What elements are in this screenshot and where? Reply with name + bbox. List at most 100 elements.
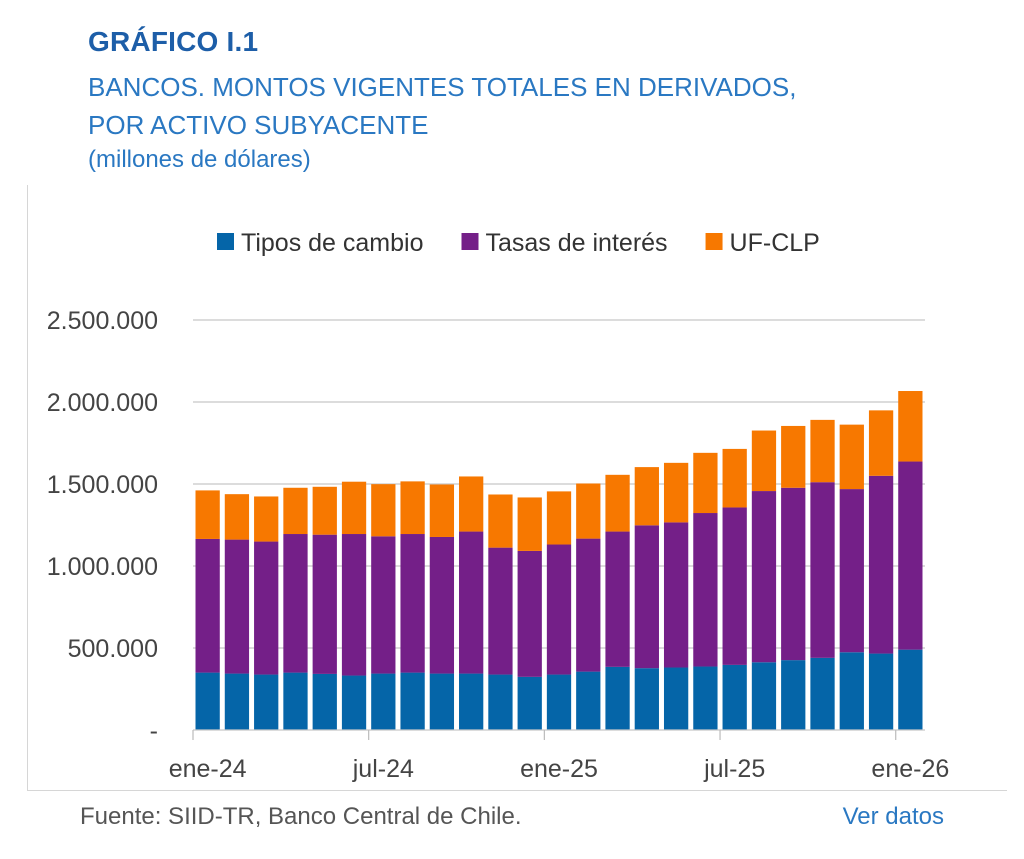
bar-segment-tipos-de-cambio (839, 652, 864, 730)
bar-segment-tasas-de-interes (810, 482, 835, 658)
bar-segment-tipos-de-cambio (722, 664, 747, 730)
bar-segment-tasas-de-interes (546, 544, 572, 675)
bar-segment-uf-clp (663, 462, 689, 523)
chart-subtitle: BANCOS. MONTOS VIGENTES TOTALES EN DERIV… (88, 68, 796, 144)
bar-segment-tasas-de-interes (195, 538, 220, 673)
bar-segment-tipos-de-cambio (693, 666, 718, 730)
bar-segment-tasas-de-interes (898, 461, 923, 650)
bar-segment-uf-clp (634, 467, 659, 526)
bar-segment-uf-clp (693, 452, 718, 514)
frame-border-left (27, 185, 28, 790)
bar-segment-tipos-de-cambio (634, 668, 659, 730)
bar-segment-tipos-de-cambio (371, 673, 396, 730)
x-tick-label: ene-26 (871, 755, 949, 783)
bar-segment-uf-clp (459, 476, 484, 532)
bar-segment-tasas-de-interes (576, 538, 601, 672)
bar-segment-tipos-de-cambio (576, 671, 601, 730)
bar-segment-tipos-de-cambio (341, 675, 367, 730)
bar-segment-tipos-de-cambio (868, 653, 894, 730)
y-tick-label: 1.000.000 (47, 553, 158, 581)
bar-segment-tasas-de-interes (312, 534, 337, 674)
bar-segment-tipos-de-cambio (224, 673, 250, 730)
bar-segment-tipos-de-cambio (254, 674, 279, 730)
bar-segment-tasas-de-interes (781, 487, 806, 661)
x-tick-label: jul-24 (352, 755, 414, 783)
y-tick-label: 500.000 (68, 635, 158, 663)
bar-segment-uf-clp (546, 491, 572, 545)
bar-segment-uf-clp (839, 424, 864, 490)
chart-units: (millones de dólares) (88, 146, 311, 173)
subtitle-line-1: BANCOS. MONTOS VIGENTES TOTALES EN DERIV… (88, 72, 797, 102)
y-tick-label: 1.500.000 (47, 471, 158, 499)
bar-segment-tipos-de-cambio (429, 673, 455, 730)
x-tick-label: ene-24 (169, 755, 247, 783)
bar-segment-tipos-de-cambio (781, 660, 806, 730)
y-tick-label: 2.500.000 (47, 307, 158, 335)
bar-segment-uf-clp (751, 430, 777, 492)
bar-segment-tasas-de-interes (371, 536, 396, 674)
bar-segment-uf-clp (810, 419, 835, 483)
bar-segment-uf-clp (488, 494, 513, 548)
bar-segment-tasas-de-interes (224, 539, 250, 674)
bar-segment-tasas-de-interes (254, 541, 279, 675)
bar-segment-tipos-de-cambio (898, 649, 923, 730)
chart-title: GRÁFICO I.1 (88, 26, 259, 57)
bar-segment-tipos-de-cambio (283, 672, 308, 730)
bar-segment-uf-clp (722, 448, 747, 508)
bar-segment-tipos-de-cambio (488, 674, 513, 730)
bar-segment-tasas-de-interes (459, 531, 484, 674)
y-tick-label: - (150, 717, 158, 745)
legend-swatch (705, 233, 723, 250)
view-data-link[interactable]: Ver datos (842, 803, 944, 830)
bar-segment-uf-clp (254, 496, 279, 542)
bar-segment-tasas-de-interes (341, 534, 367, 676)
bar-segment-uf-clp (195, 490, 220, 539)
bar-segment-uf-clp (605, 474, 630, 532)
x-tick-label: ene-25 (520, 755, 598, 783)
source-note: Fuente: SIID-TR, Banco Central de Chile. (80, 803, 522, 830)
y-tick-label: 2.000.000 (47, 389, 158, 417)
legend-label: Tasas de interés (486, 229, 668, 257)
legend-label: Tipos de cambio (241, 229, 424, 257)
subtitle-line-2: POR ACTIVO SUBYACENTE (88, 110, 429, 140)
bar-segment-uf-clp (371, 484, 396, 537)
bar-segment-uf-clp (224, 494, 250, 540)
bar-segment-uf-clp (517, 497, 542, 551)
bar-segment-tasas-de-interes (488, 547, 513, 675)
x-tick-label: jul-25 (703, 755, 765, 783)
bar-segment-tasas-de-interes (722, 507, 747, 665)
bar-segment-tipos-de-cambio (195, 672, 220, 730)
bar-segment-uf-clp (868, 410, 894, 476)
bar-segment-tipos-de-cambio (663, 667, 689, 730)
bar-segment-tipos-de-cambio (400, 672, 425, 730)
legend-swatch (217, 233, 234, 250)
legend-label: UF-CLP (730, 229, 820, 257)
bar-segment-uf-clp (283, 487, 308, 535)
bar-segment-uf-clp (781, 425, 806, 488)
bar-segment-tasas-de-interes (605, 531, 630, 667)
frame-border-bottom (27, 790, 1007, 791)
bar-segment-tasas-de-interes (693, 513, 718, 667)
bar-segment-tasas-de-interes (634, 525, 659, 669)
bar-segment-tipos-de-cambio (605, 666, 630, 730)
bar-segment-tipos-de-cambio (751, 662, 777, 730)
bar-segment-tasas-de-interes (868, 475, 894, 654)
bar-segment-uf-clp (429, 484, 455, 537)
bar-segment-tasas-de-interes (839, 489, 864, 653)
bar-segment-tipos-de-cambio (810, 657, 835, 730)
bar-segment-uf-clp (341, 481, 367, 535)
bar-segment-tipos-de-cambio (517, 676, 542, 730)
bar-segment-uf-clp (898, 391, 923, 462)
bar-segment-tasas-de-interes (429, 536, 455, 674)
bar-segment-tasas-de-interes (751, 491, 777, 663)
legend-swatch (461, 233, 479, 250)
bar-segment-uf-clp (576, 483, 601, 539)
bar-segment-uf-clp (400, 481, 425, 535)
bar-segment-tasas-de-interes (400, 534, 425, 673)
bar-segment-tipos-de-cambio (459, 673, 484, 730)
bar-segment-tasas-de-interes (517, 550, 542, 677)
bar-segment-tipos-de-cambio (312, 673, 337, 730)
bar-segment-tasas-de-interes (283, 534, 308, 673)
bar-segment-tasas-de-interes (663, 522, 689, 668)
